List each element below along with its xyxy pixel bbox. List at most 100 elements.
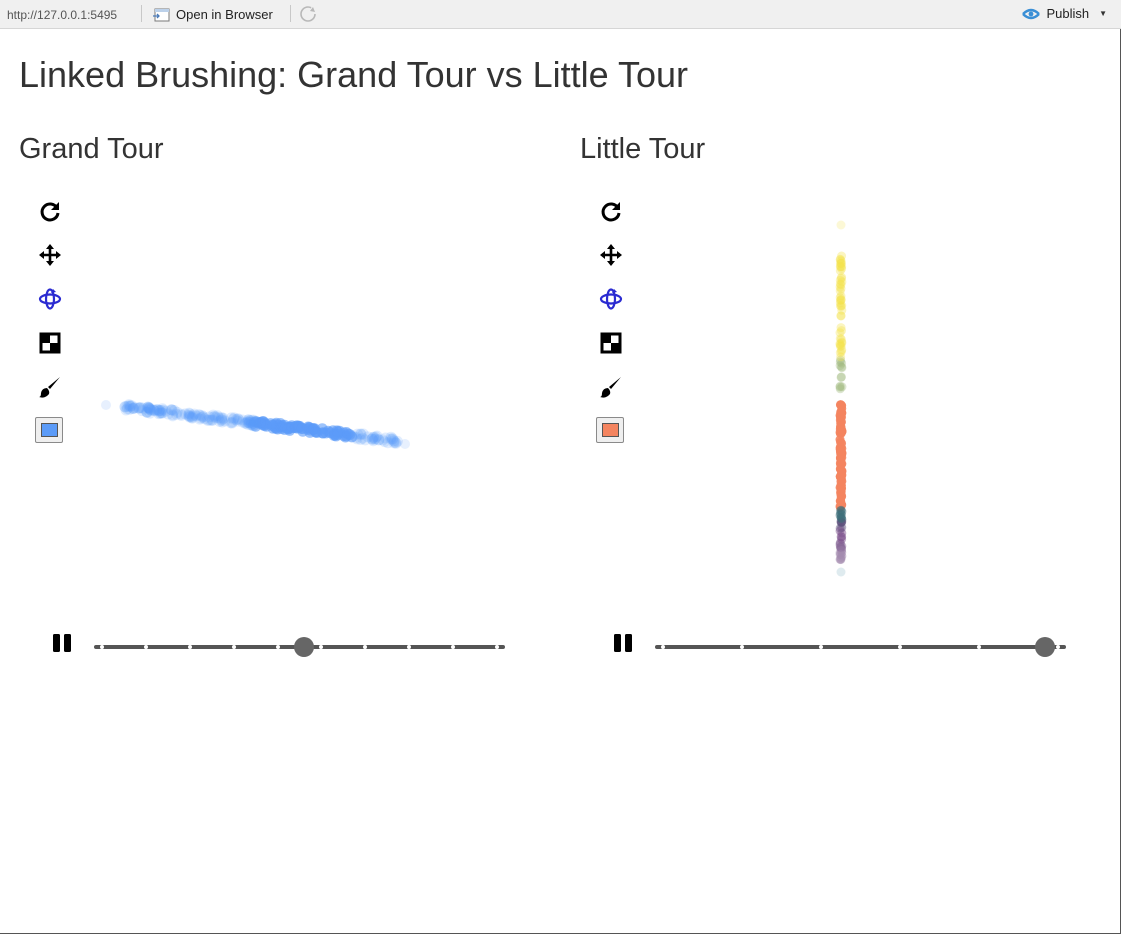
- data-point: [837, 551, 847, 561]
- data-point: [197, 411, 209, 423]
- open-in-browser-button[interactable]: Open in Browser: [152, 7, 273, 22]
- data-point: [835, 266, 845, 276]
- data-point: [835, 381, 845, 391]
- data-point: [179, 408, 191, 420]
- data-point: [836, 274, 846, 284]
- rotate-button[interactable]: [36, 285, 64, 313]
- chevron-down-icon[interactable]: ▼: [1099, 9, 1107, 18]
- brush-color-picker[interactable]: [35, 417, 63, 443]
- refresh-icon[interactable]: [299, 5, 317, 23]
- reset-button[interactable]: [597, 197, 625, 225]
- data-point: [835, 348, 845, 358]
- publish-label: Publish: [1046, 6, 1090, 21]
- data-point: [248, 419, 260, 431]
- data-point: [190, 410, 202, 422]
- grand-tour-scatterplot[interactable]: [90, 390, 420, 455]
- data-point: [186, 412, 198, 424]
- data-point: [835, 340, 845, 350]
- data-point: [836, 372, 846, 382]
- viewer-toolbar: http://127.0.0.1:5495 Open in Browser Pu…: [0, 0, 1121, 29]
- data-point: [210, 411, 222, 423]
- data-point: [232, 414, 244, 426]
- data-point: [835, 282, 845, 292]
- data-point: [836, 347, 846, 357]
- data-point: [836, 492, 846, 502]
- data-point: [182, 409, 194, 421]
- data-point: [206, 414, 218, 426]
- data-point: [332, 426, 344, 438]
- data-point: [836, 301, 846, 311]
- slider-tick: [977, 645, 981, 649]
- data-point: [400, 439, 410, 449]
- data-point: [836, 291, 846, 301]
- data-point: [835, 279, 845, 289]
- select-button[interactable]: [597, 329, 625, 357]
- brush-color-picker[interactable]: [596, 417, 624, 443]
- brush-button[interactable]: [36, 373, 64, 401]
- pause-icon: [625, 634, 632, 652]
- pause-button[interactable]: [51, 632, 73, 654]
- slider-tick: [319, 645, 324, 649]
- data-point: [154, 407, 166, 419]
- data-point: [371, 430, 383, 442]
- data-point: [175, 408, 187, 420]
- data-point: [120, 404, 132, 416]
- data-point: [124, 401, 136, 413]
- slider-tick: [143, 645, 148, 649]
- data-point: [232, 413, 244, 425]
- data-point: [199, 413, 211, 425]
- data-point: [232, 415, 244, 427]
- little-tour-scatterplot[interactable]: [826, 215, 856, 585]
- pan-icon: [600, 244, 622, 266]
- select-button[interactable]: [36, 329, 64, 357]
- data-point: [382, 437, 394, 449]
- data-point: [205, 414, 217, 426]
- rotate-button[interactable]: [597, 285, 625, 313]
- publish-button[interactable]: Publish ▼: [1021, 6, 1107, 21]
- slider-thumb[interactable]: [1035, 637, 1056, 657]
- data-point: [142, 402, 154, 414]
- data-point: [837, 545, 847, 555]
- pause-button[interactable]: [612, 632, 634, 654]
- data-point: [835, 254, 845, 264]
- slider-tick: [451, 645, 456, 649]
- data-point: [194, 413, 206, 425]
- data-point: [209, 410, 221, 422]
- data-point: [236, 414, 248, 426]
- data-point: [837, 532, 847, 542]
- data-point: [212, 410, 224, 422]
- data-point: [369, 433, 381, 445]
- data-point: [836, 258, 846, 268]
- data-point: [148, 404, 160, 416]
- data-point: [837, 382, 847, 392]
- data-point: [151, 404, 163, 416]
- slider-thumb[interactable]: [293, 637, 314, 657]
- data-point: [195, 412, 207, 424]
- data-point: [370, 431, 382, 443]
- url-label: http://127.0.0.1:5495: [7, 8, 118, 22]
- data-point: [127, 402, 139, 414]
- slider-track[interactable]: [655, 645, 1066, 649]
- little-tour-timeline-slider[interactable]: [655, 637, 1066, 657]
- data-point: [835, 526, 845, 536]
- pan-button[interactable]: [36, 241, 64, 269]
- brush-button[interactable]: [597, 373, 625, 401]
- data-point: [145, 404, 157, 416]
- rotate-icon: [38, 288, 62, 310]
- data-point: [836, 355, 846, 365]
- data-point: [835, 334, 845, 344]
- select-icon: [39, 332, 61, 354]
- slider-tick: [187, 645, 192, 649]
- data-point: [835, 261, 845, 271]
- pan-button[interactable]: [597, 241, 625, 269]
- toolbar-divider: [290, 5, 291, 22]
- reset-button[interactable]: [36, 197, 64, 225]
- data-point: [240, 417, 252, 429]
- data-point: [835, 341, 845, 351]
- data-point: [168, 404, 180, 416]
- data-point: [153, 405, 165, 417]
- data-point: [155, 405, 167, 417]
- data-point: [837, 326, 847, 336]
- grand-tour-timeline-slider[interactable]: [94, 637, 505, 657]
